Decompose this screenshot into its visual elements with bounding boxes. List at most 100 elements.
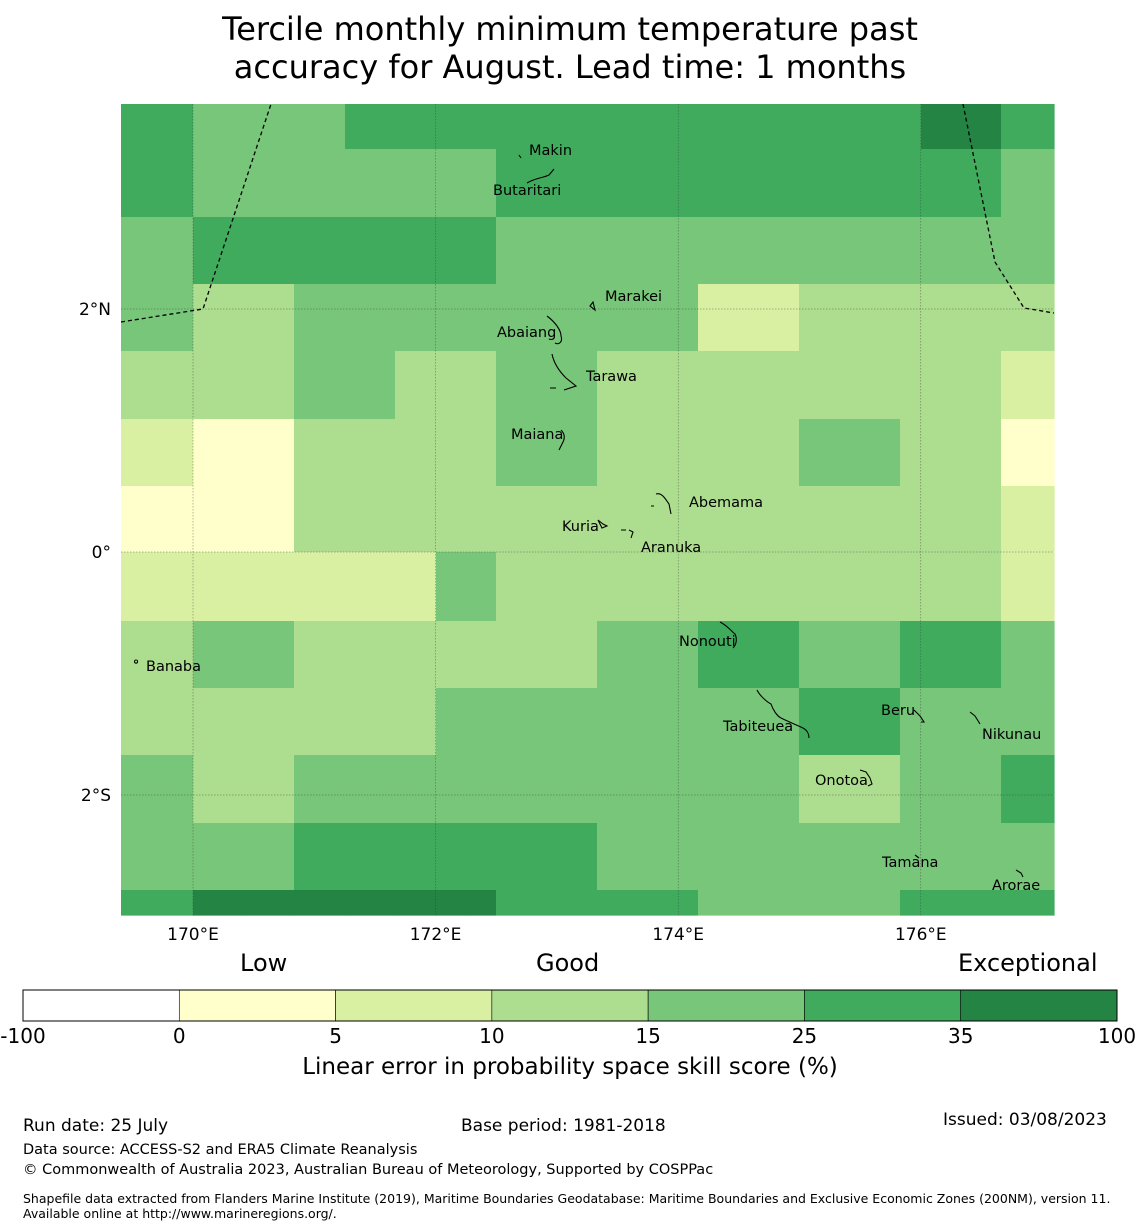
grid-cell xyxy=(395,149,437,218)
grid-cell xyxy=(436,890,467,916)
grid-cell xyxy=(496,217,548,285)
grid-cell xyxy=(748,149,800,218)
grid-cell xyxy=(850,284,901,310)
grid-cell xyxy=(1001,217,1055,285)
grid-cell xyxy=(1001,688,1055,756)
caption-exceptional: Exceptional xyxy=(958,949,1098,977)
grid-cell xyxy=(748,755,800,824)
grid-cell xyxy=(294,419,346,487)
grid-cell xyxy=(799,284,851,310)
grid-cell xyxy=(921,486,952,553)
grid-cell xyxy=(547,621,598,689)
grid-cell xyxy=(244,823,295,891)
grid-cell xyxy=(900,621,922,689)
grid-cell xyxy=(799,890,851,916)
grid-cell xyxy=(547,486,598,553)
grid-cell xyxy=(294,486,346,553)
grid-cell xyxy=(637,149,679,218)
grid-cell xyxy=(345,552,396,622)
island-outlines xyxy=(133,154,1024,878)
grid-cell xyxy=(921,309,952,352)
grid-cell xyxy=(436,104,467,150)
issued-date: Issued: 03/08/2023 xyxy=(943,1110,1107,1130)
grid-cell xyxy=(951,284,1002,310)
grid-cell xyxy=(121,217,194,285)
grid-cell xyxy=(345,755,396,824)
grid-cell xyxy=(193,217,245,285)
grid-cell xyxy=(637,621,679,689)
place-label-butaritari: Butaritari xyxy=(493,183,561,199)
grid-cell xyxy=(121,823,194,891)
grid-cell xyxy=(597,419,638,487)
grid-cell xyxy=(900,823,922,891)
grid-cell xyxy=(547,890,598,916)
data-source: Data source: ACCESS-S2 and ERA5 Climate … xyxy=(23,1142,418,1158)
colorbar-segment xyxy=(335,989,493,1022)
grid-cell xyxy=(395,486,437,553)
grid-cell xyxy=(1001,309,1055,352)
grid-cell xyxy=(436,309,467,352)
grid-cell xyxy=(496,149,548,218)
grid-cell xyxy=(466,149,497,218)
grid-cell xyxy=(345,309,396,352)
eez-boundary-east xyxy=(962,103,1055,314)
grid-cell xyxy=(1001,149,1055,218)
grid-cell xyxy=(466,486,497,553)
grid-cell xyxy=(951,217,1002,285)
grid-cell xyxy=(395,755,437,824)
grid-cell xyxy=(244,552,295,622)
grid-cell xyxy=(748,486,800,553)
grid-cell xyxy=(637,104,679,150)
grid-cell xyxy=(547,149,598,218)
place-label-nikunau: Nikunau xyxy=(982,727,1041,743)
grid-cell xyxy=(244,351,295,420)
grid-cell xyxy=(244,217,295,285)
island-abaiang xyxy=(546,315,563,345)
place-label-abemama: Abemama xyxy=(689,495,763,511)
grid-cell xyxy=(496,621,548,689)
skill-grid xyxy=(121,104,1055,916)
island-tarawa xyxy=(550,353,578,391)
grid-cell xyxy=(921,149,952,218)
grid-cell xyxy=(466,890,497,916)
grid-cell xyxy=(466,621,497,689)
grid-cell xyxy=(799,755,851,824)
grid-cell xyxy=(395,309,437,352)
grid-cell xyxy=(698,419,749,487)
grid-cell xyxy=(547,419,598,487)
grid-cell xyxy=(900,309,922,352)
grid-cell xyxy=(547,309,598,352)
grid-cell xyxy=(193,309,245,352)
place-label-abaiang: Abaiang xyxy=(497,325,556,341)
grid-cell xyxy=(900,890,922,916)
grid-cell xyxy=(799,823,851,891)
grid-cell xyxy=(294,688,346,756)
grid-cell xyxy=(436,552,467,622)
grid-cell xyxy=(597,823,638,891)
grid-cell xyxy=(345,351,396,420)
grid-cell xyxy=(900,755,922,824)
grid-cell xyxy=(244,621,295,689)
colorbar-tick-label: 5 xyxy=(329,1024,342,1048)
grid-cell xyxy=(547,755,598,824)
grid-cell xyxy=(748,104,800,150)
place-label-tabiteuea: Tabiteuea xyxy=(722,719,793,735)
grid-cell xyxy=(597,149,638,218)
grid-cell xyxy=(436,149,467,218)
grid-cell xyxy=(748,621,800,689)
grid-cell xyxy=(496,309,548,352)
grid-cell xyxy=(395,284,437,310)
grid-cell xyxy=(244,419,295,487)
grid-cell xyxy=(951,823,1002,891)
colorbar-segment xyxy=(491,989,649,1022)
grid-cell xyxy=(900,104,922,150)
place-label-aranuka: Aranuka xyxy=(641,540,701,556)
grid-cell xyxy=(294,284,346,310)
grid-cell xyxy=(395,419,437,487)
grid-cell xyxy=(850,755,901,824)
colorbar-tick-label: 0 xyxy=(172,1024,186,1048)
grid-cell xyxy=(345,149,396,218)
island-aranuka xyxy=(621,529,634,539)
grid-cell xyxy=(678,486,699,553)
grid-cell xyxy=(121,104,194,150)
